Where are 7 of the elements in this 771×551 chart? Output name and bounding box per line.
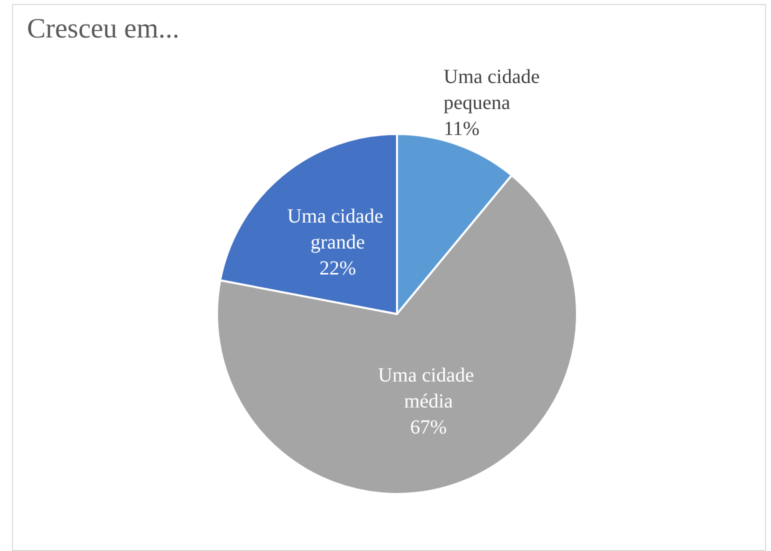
slice-label: Uma cidade pequena	[444, 66, 545, 114]
data-label: 22%	[319, 257, 356, 280]
slice-label: Uma cidade média	[378, 364, 480, 412]
chart-title: Cresceu em...	[27, 14, 180, 44]
data-label: 11%	[444, 118, 480, 140]
data-label: 67%	[410, 416, 447, 438]
slice-label: Uma cidade grande	[287, 205, 388, 254]
